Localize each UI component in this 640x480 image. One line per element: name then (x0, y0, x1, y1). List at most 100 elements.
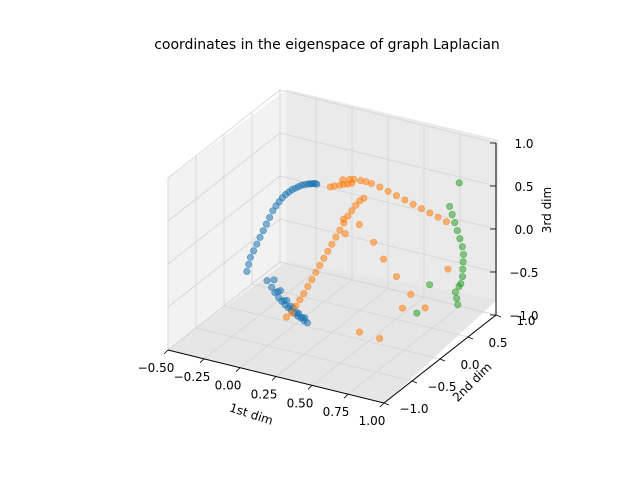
data-point-series-2 (292, 302, 300, 310)
y-tick-label: 1.0 (516, 314, 535, 328)
chart-title: coordinates in the eigenspace of graph L… (154, 37, 500, 53)
data-point-series-3 (451, 288, 459, 296)
data-point-series-1 (250, 247, 258, 255)
x-tick-label: −0.50 (138, 361, 175, 375)
data-point-series-3 (458, 243, 466, 251)
y-tick-label: −0.5 (427, 380, 456, 394)
data-point-series-1 (256, 233, 264, 241)
data-point-series-2 (288, 309, 296, 317)
data-point-series-3 (455, 179, 463, 187)
data-point-series-2 (348, 207, 356, 215)
grid-line (195, 327, 413, 382)
data-point-series-3 (453, 294, 461, 302)
y-tick-mark (467, 336, 474, 340)
x-tick-label: 0.50 (287, 396, 314, 410)
data-point-series-2 (350, 175, 358, 183)
z-axis-label: 3rd dim (540, 187, 554, 233)
x-tick-label: −0.25 (174, 370, 211, 384)
data-point-series-2 (407, 290, 415, 298)
y-tick-mark (439, 358, 446, 362)
data-point-series-2 (320, 254, 328, 262)
data-point-series-2 (398, 304, 406, 312)
data-point-series-3 (456, 235, 464, 243)
grid-line (167, 89, 281, 179)
x-tick-label: 1.00 (359, 414, 386, 428)
data-point-series-2 (426, 209, 434, 217)
data-point-series-1 (313, 180, 321, 188)
grid-line (279, 89, 497, 144)
data-point-series-2 (316, 261, 324, 269)
data-point-series-2 (341, 230, 349, 238)
data-points (243, 175, 468, 342)
data-point-series-1 (263, 277, 271, 285)
data-point-series-3 (453, 227, 461, 235)
data-point-series-3 (459, 273, 467, 281)
data-point-series-2 (340, 215, 348, 223)
data-point-series-2 (392, 273, 400, 281)
data-point-series-3 (459, 265, 467, 273)
data-point-series-2 (444, 265, 452, 273)
data-point-series-2 (360, 194, 368, 202)
z-tick-label: 0.0 (514, 223, 533, 237)
x-tick-label: 0.75 (323, 405, 350, 419)
data-point-series-2 (380, 255, 388, 263)
data-point-series-1 (274, 288, 282, 296)
data-point-series-2 (312, 268, 320, 276)
data-point-series-3 (460, 251, 468, 259)
data-point-series-2 (384, 187, 392, 195)
data-point-series-2 (328, 240, 336, 248)
data-point-series-2 (401, 196, 409, 204)
data-point-series-2 (300, 290, 308, 298)
data-point-series-3 (448, 211, 456, 219)
data-point-series-3 (459, 258, 467, 266)
data-point-series-2 (417, 205, 425, 213)
grid-line (167, 132, 281, 222)
data-point-series-2 (421, 304, 429, 312)
z-tick-label: 0.5 (514, 180, 533, 194)
x-tick-label: 0.25 (251, 388, 278, 402)
data-point-series-2 (308, 275, 316, 283)
data-point-series-3 (454, 301, 462, 309)
z-tick-label: −1.0 (509, 309, 538, 323)
data-point-series-1 (270, 276, 278, 284)
data-point-series-2 (339, 176, 347, 184)
data-point-series-2 (336, 226, 344, 234)
x-axis-label: 1st dim (228, 401, 275, 428)
z-tick-label: 1.0 (514, 137, 533, 151)
data-point-series-1 (245, 260, 253, 268)
y-tick-mark (411, 380, 418, 384)
data-point-series-2 (355, 221, 363, 229)
data-point-series-1 (266, 213, 274, 221)
data-point-series-1 (269, 207, 277, 215)
data-point-series-2 (392, 192, 400, 200)
data-point-series-2 (434, 213, 442, 221)
grid-line (167, 175, 281, 265)
data-point-series-1 (259, 227, 267, 235)
data-point-series-1 (253, 240, 261, 248)
grid-line (279, 132, 497, 187)
data-point-series-2 (324, 247, 332, 255)
data-point-series-2 (282, 313, 290, 321)
x-tick-mark (163, 349, 169, 355)
y-tick-mark (495, 314, 502, 318)
x-tick-mark (379, 402, 385, 408)
data-point-series-3 (426, 281, 434, 289)
tick-labels: −0.50−0.25 0.00 0.25 0.50 0.75 1.00 −1.0 −0.5 0.… (138, 137, 539, 428)
data-point-series-2 (376, 334, 384, 342)
data-point-series-2 (409, 200, 417, 208)
y-tick-label: −1.0 (399, 402, 428, 416)
data-point-series-3 (413, 309, 421, 317)
y-tick-label: 0.0 (460, 358, 479, 372)
data-point-series-2 (368, 180, 376, 188)
data-point-series-2 (370, 238, 378, 246)
data-point-series-2 (376, 183, 384, 191)
x-tick-mark (343, 393, 349, 399)
grid-line (223, 305, 441, 360)
y-tick-label: 0.5 (488, 336, 507, 350)
data-point-series-2 (442, 218, 450, 226)
data-point-series-2 (296, 296, 304, 304)
data-point-series-2 (352, 201, 360, 209)
data-point-series-1 (298, 314, 306, 322)
